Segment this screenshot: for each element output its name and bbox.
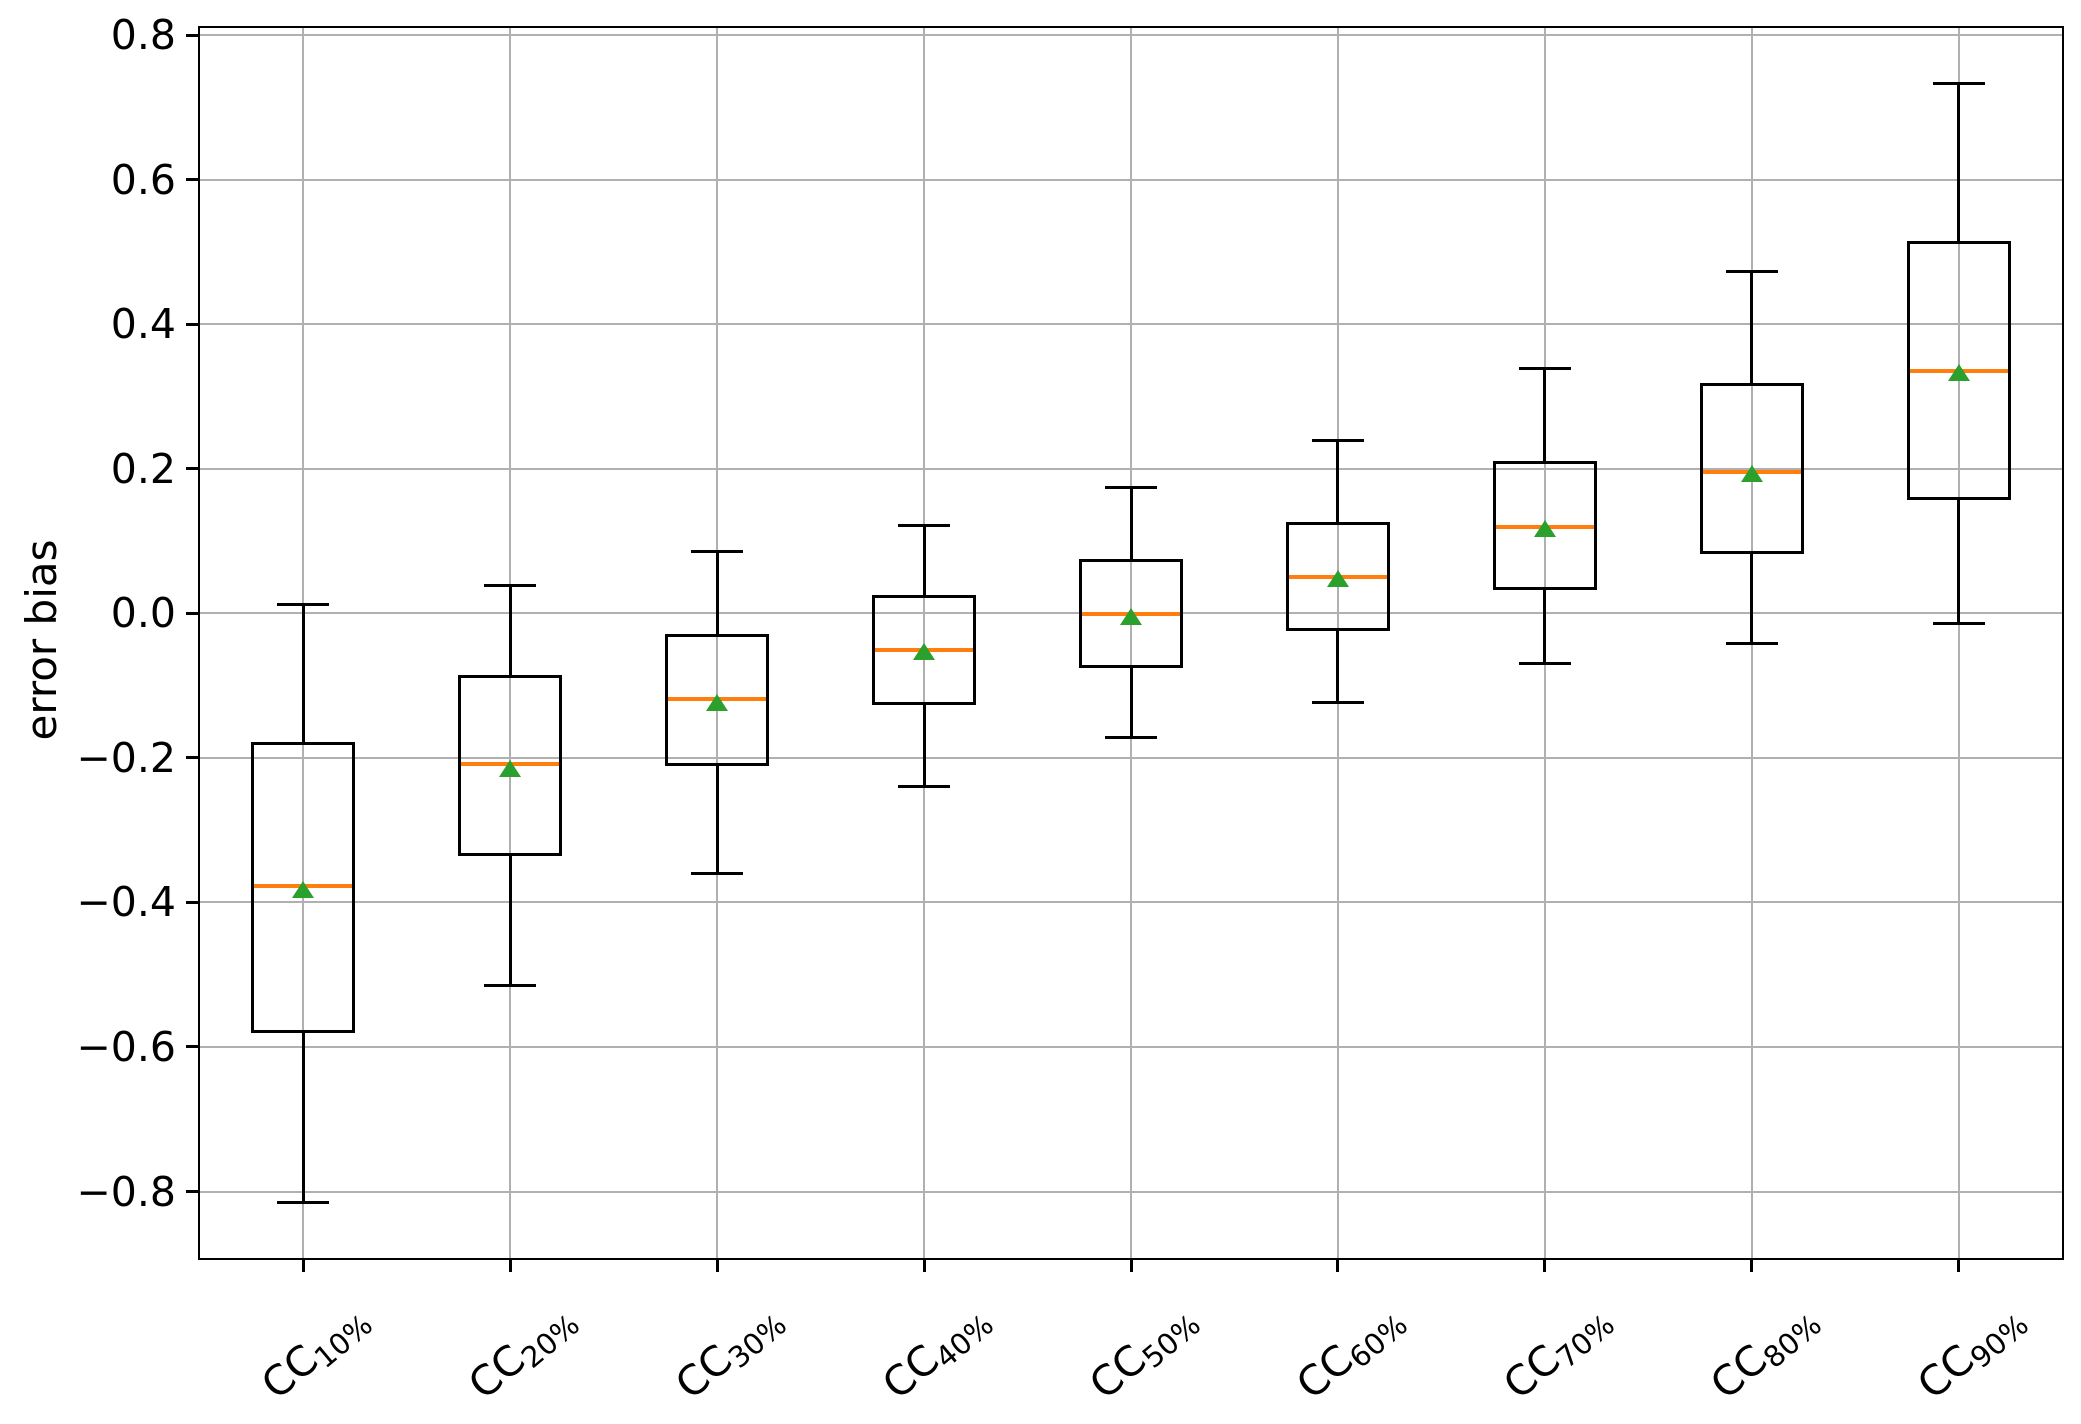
gridline-vertical [716,28,719,1258]
whisker-cap-upper [1725,270,1778,274]
iqr-box [1906,241,2011,500]
whisker-cap-lower [277,1200,330,1204]
whisker-upper [1750,271,1754,385]
y-tick-mark [186,611,198,615]
gridline-vertical [1130,28,1132,1258]
y-tick-label: 0.2 [110,444,176,493]
x-tick-mark [1957,1260,1961,1272]
mean-marker-triangle-icon [1740,465,1763,483]
x-tick-label: CC20% [366,1291,587,1424]
whisker-lower [1543,588,1547,664]
y-tick-mark [186,467,198,471]
whisker-cap-upper [1518,366,1571,370]
y-tick-mark [186,33,198,37]
x-tick-label: CC30% [573,1291,794,1424]
whisker-cap-upper [1932,82,1985,86]
whisker-cap-lower [898,784,951,788]
x-tick-label: CC90% [1815,1291,2035,1424]
x-tick-mark [715,1260,719,1272]
whisker-upper [1336,440,1340,524]
y-tick-label: 0.0 [110,589,176,638]
whisker-cap-lower [1725,642,1778,646]
x-tick-mark [1750,1260,1754,1272]
whisker-cap-upper [1105,486,1157,490]
mean-marker-triangle-icon [1120,607,1142,625]
x-tick-label: CC50% [987,1291,1207,1424]
whisker-cap-upper [1311,439,1364,443]
whisker-cap-lower [1311,700,1364,704]
iqr-box [1492,460,1597,590]
y-tick-label: 0.6 [110,155,176,204]
y-tick-mark [186,322,198,326]
whisker-cap-upper [277,603,330,607]
x-tick-label: CC40% [780,1291,1000,1424]
whisker-upper [715,551,719,636]
whisker-lower [508,854,512,986]
plot-area [198,26,2064,1260]
mean-marker-triangle-icon [1326,570,1349,588]
whisker-cap-lower [1105,736,1157,740]
x-tick-label: CC80% [1608,1291,1828,1424]
x-tick-mark [1336,1260,1340,1272]
whisker-cap-upper [898,523,951,527]
x-tick-label: CC60% [1194,1291,1414,1424]
whisker-upper [301,604,305,744]
whisker-cap-upper [484,584,537,588]
mean-marker-triangle-icon [1533,520,1556,538]
iqr-box [1285,522,1390,632]
x-tick-label: CC70% [1401,1291,1621,1424]
mean-marker-triangle-icon [913,643,936,661]
x-tick-mark [1543,1260,1547,1272]
whisker-cap-lower [484,984,537,988]
whisker-lower [1750,552,1754,644]
whisker-upper [1129,487,1133,561]
y-tick-label: −0.8 [76,1167,176,1216]
whisker-cap-lower [691,872,744,876]
y-tick-mark [186,1045,198,1049]
iqr-box [872,594,977,706]
whisker-lower [1957,498,1961,624]
whisker-cap-upper [691,550,744,554]
mean-marker-triangle-icon [292,880,315,898]
whisker-upper [1957,83,1961,243]
y-tick-label: −0.6 [76,1022,176,1071]
whisker-cap-lower [1518,661,1571,665]
whisker-upper [1543,368,1547,463]
mean-marker-triangle-icon [706,694,729,712]
y-tick-label: 0.8 [110,11,176,60]
x-tick-mark [508,1260,512,1272]
y-tick-mark [186,900,198,904]
y-tick-mark [186,1190,198,1193]
iqr-box [665,633,770,766]
whisker-lower [1129,666,1133,738]
boxes-layer [200,28,2062,1258]
iqr-box [251,741,356,1033]
whisker-lower [1336,629,1340,703]
iqr-box [1699,382,1804,555]
gridline-vertical [1957,28,1960,1258]
iqr-box [458,674,563,856]
whisker-lower [301,1031,305,1203]
whisker-lower [922,703,926,787]
y-tick-label: −0.2 [76,733,176,782]
y-tick-mark [186,178,198,182]
mean-marker-triangle-icon [1947,364,1970,382]
gridline-vertical [923,28,926,1258]
whisker-lower [715,764,719,874]
whisker-cap-lower [1932,621,1985,625]
whisker-upper [508,585,512,677]
whisker-upper [922,525,926,597]
x-tick-mark [301,1260,305,1272]
iqr-box [1079,559,1183,668]
y-tick-mark [186,756,198,760]
x-tick-mark [1129,1260,1133,1272]
y-tick-label: −0.4 [76,878,176,927]
x-tick-label: CC10% [160,1291,380,1424]
mean-marker-triangle-icon [499,760,522,778]
x-tick-mark [922,1260,926,1272]
y-tick-label: 0.4 [110,300,176,349]
